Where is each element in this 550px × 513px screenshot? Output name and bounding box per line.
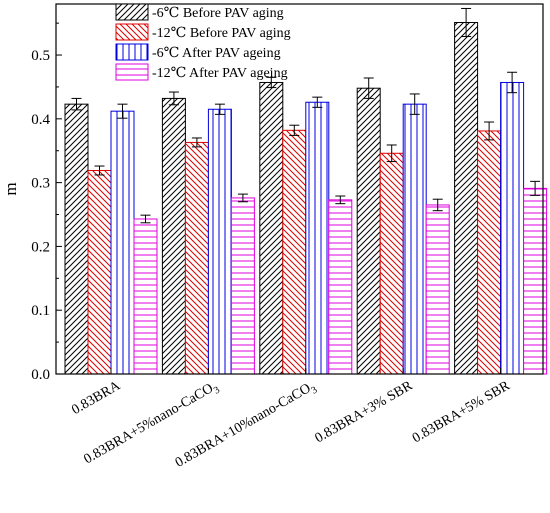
bar-2-3: [328, 199, 353, 375]
legend-swatch-3: [115, 63, 149, 81]
y-tick-label-4: 0.4: [31, 112, 50, 128]
bar-1-2: [207, 108, 232, 375]
y-tick-label-3: 0.3: [31, 176, 50, 192]
y-tick-label-5: 0.5: [31, 48, 50, 64]
error-bar-3-2: [409, 93, 420, 115]
legend-swatch-0: [115, 3, 149, 21]
legend-label-2: -6℃ After PAV ageing: [152, 46, 281, 61]
error-bar-0-3: [140, 214, 151, 224]
bar-0-2: [110, 110, 135, 375]
bar-3-1: [379, 152, 404, 375]
error-bar-2-2: [312, 96, 323, 108]
bar-0-0: [64, 103, 89, 375]
error-bar-1-2: [214, 103, 225, 115]
bar-3-0: [356, 87, 381, 375]
bar-3-3: [425, 204, 450, 375]
error-bar-3-1: [386, 144, 397, 163]
category-label-3: 0.83BRA+3% SBR: [313, 378, 416, 446]
bar-4-1: [477, 130, 502, 375]
error-bar-4-0: [461, 7, 472, 38]
error-bar-1-1: [191, 137, 202, 148]
legend-swatch-2: [115, 43, 149, 61]
error-bar-4-1: [484, 121, 495, 141]
legend-swatch-1: [115, 23, 149, 41]
error-bar-2-1: [289, 124, 300, 136]
legend-item-3: -12℃ After PAV ageing: [115, 63, 288, 81]
error-bar-2-0: [266, 76, 277, 89]
category-label-4: 0.83BRA+5% SBR: [410, 378, 513, 446]
category-label-0: 0.83BRA: [69, 378, 123, 418]
legend-label-0: -6℃ Before PAV aging: [152, 6, 284, 21]
error-bar-0-0: [71, 97, 82, 111]
legend-label-3: -12℃ After PAV ageing: [152, 66, 288, 81]
bar-1-1: [184, 141, 209, 375]
error-bar-4-3: [530, 180, 541, 196]
bar-0-3: [133, 218, 158, 375]
y-axis-title: m: [1, 182, 20, 195]
bar-0-1: [87, 170, 112, 375]
error-bar-1-0: [168, 91, 179, 106]
error-bar-4-2: [507, 71, 518, 94]
error-bar-0-1: [94, 165, 105, 176]
axes-layer: 0.0 0.1 0.2 0.3 0.4 0.5 m: [1, 3, 544, 383]
bar-1-3: [230, 197, 255, 375]
y-tick-label-2: 0.2: [31, 239, 50, 255]
y-tick-label-0: 0.0: [31, 367, 50, 383]
plot-frame: [55, 3, 544, 375]
bar-2-2: [305, 101, 330, 375]
bar-2-0: [259, 81, 284, 375]
bars-layer: [64, 22, 548, 375]
bar-4-2: [500, 81, 525, 375]
error-bar-3-0: [363, 77, 374, 99]
bar-2-1: [282, 129, 307, 375]
category-labels: 0.83BRA0.83BRA+5%nano-CaCO30.83BRA+10%na…: [69, 378, 513, 473]
legend-item-0: -6℃ Before PAV aging: [115, 3, 284, 21]
bar-3-2: [402, 103, 427, 375]
error-bar-0-2: [117, 103, 128, 119]
error-bars-layer: [71, 7, 541, 224]
legend-item-1: -12℃ Before PAV aging: [115, 23, 291, 41]
error-bar-3-3: [432, 198, 443, 212]
error-bar-2-3: [335, 195, 346, 205]
y-tick-label-1: 0.1: [31, 303, 50, 319]
legend: -6℃ Before PAV aging -12℃ Before PAV agin…: [115, 3, 291, 81]
bar-4-0: [454, 22, 479, 375]
legend-label-1: -12℃ Before PAV aging: [152, 26, 291, 41]
bar-1-0: [161, 97, 186, 375]
legend-item-2: -6℃ After PAV ageing: [115, 43, 281, 61]
error-bar-1-3: [237, 193, 248, 203]
